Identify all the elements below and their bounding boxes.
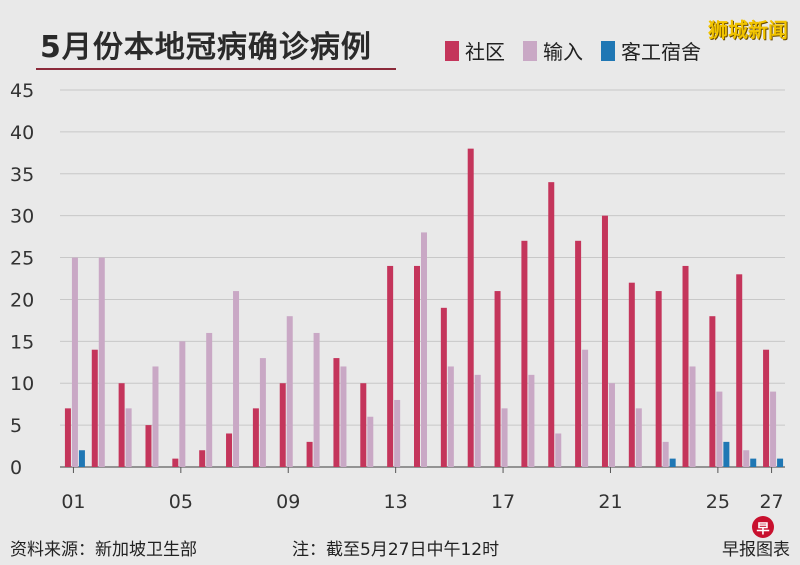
x-tick-label: 27 [759,491,783,513]
bar-dormitory-23 [669,458,676,467]
bar-community-21 [601,215,608,467]
bar-imported-10 [313,332,320,467]
y-tick-label: 15 [10,331,34,353]
bar-imported-05 [179,341,186,467]
bar-community-12 [360,383,367,467]
bar-imported-20 [582,349,589,467]
bar-community-24 [682,265,689,467]
bar-community-14 [414,265,420,467]
bar-community-06 [199,450,206,467]
legend-item-imported: 输入 [523,36,583,65]
bar-imported-06 [206,332,213,467]
footer-note: 注：截至5月27日中午12时 [292,540,500,560]
x-tick-label: 01 [61,491,85,513]
x-tick-label: 13 [384,491,408,513]
y-tick-label: 20 [10,289,34,311]
bar-imported-01 [71,257,78,467]
bar-dormitory-25 [723,441,730,467]
bar-community-07 [226,433,233,467]
y-tick-label: 40 [10,122,34,144]
bar-imported-25 [716,391,723,467]
x-tick-label: 25 [706,491,730,513]
x-tick-label: 17 [491,491,515,513]
bar-community-13 [387,265,394,467]
x-tick-label: 21 [598,491,622,513]
bar-community-25 [709,316,716,467]
bar-imported-03 [125,408,132,467]
x-tick-label: 05 [169,491,193,513]
bar-imported-14 [421,232,427,467]
bar-imported-19 [555,433,562,467]
bar-imported-12 [367,416,374,467]
bar-community-08 [252,408,259,467]
bar-imported-04 [152,366,159,467]
bar-community-01 [64,408,71,467]
bar-community-10 [306,441,313,467]
legend-label-imported: 输入 [543,40,583,64]
bar-imported-13 [394,399,401,467]
x-tick-label: 09 [276,491,300,513]
legend-swatch-community [445,40,459,61]
bar-imported-15 [447,366,454,467]
bar-imported-07 [233,291,240,467]
bar-imported-23 [662,441,669,467]
y-tick-label: 25 [10,248,34,270]
bar-community-15 [440,307,447,467]
y-tick-label: 30 [10,206,34,228]
footer-source: 资料来源：新加坡卫生部 [10,540,197,560]
y-tick-label: 5 [10,415,22,437]
bar-community-18 [521,240,528,467]
bar-dormitory-01 [78,450,85,467]
chart-legend: 社区 输入 客工宿舍 [445,36,701,65]
bar-community-11 [333,358,340,467]
y-tick-label: 45 [10,80,34,102]
bar-community-19 [548,182,555,467]
bar-imported-16 [474,374,481,467]
bar-community-05 [172,458,179,467]
bar-community-17 [494,291,501,467]
y-tick-label: 10 [10,373,34,395]
footer-credit: 早报图表 [722,540,790,560]
legend-swatch-imported [523,40,537,61]
bar-imported-08 [259,358,266,467]
bar-community-26 [736,274,743,467]
bar-imported-27 [770,391,777,467]
brand-watermark: 狮城新闻 [708,18,788,42]
title-underline [36,68,396,70]
bar-imported-17 [501,408,508,467]
bar-imported-11 [340,366,347,467]
bar-imported-24 [689,366,696,467]
legend-item-community: 社区 [445,36,505,65]
bar-imported-02 [98,257,105,467]
legend-label-dormitory: 客工宿舍 [621,40,701,64]
bar-community-03 [118,383,125,467]
bar-community-23 [655,291,662,467]
bar-community-16 [467,148,474,467]
bar-community-22 [628,282,635,467]
legend-swatch-dormitory [601,40,615,61]
bar-imported-22 [635,408,642,467]
bar-community-27 [763,349,770,467]
chart-title: 5月份本地冠病确诊病例 [40,30,372,65]
bar-community-02 [91,349,98,467]
bar-imported-18 [528,374,535,467]
legend-label-community: 社区 [465,40,505,64]
bar-imported-09 [286,316,293,467]
bar-community-09 [279,383,286,467]
bar-community-20 [575,240,582,467]
y-tick-label: 35 [10,164,34,186]
bar-community-04 [145,425,152,467]
y-tick-label: 0 [10,457,22,479]
legend-item-dormitory: 客工宿舍 [601,36,701,65]
bar-imported-26 [743,450,750,467]
bar-imported-21 [608,383,615,467]
bar-dormitory-26 [750,458,757,467]
bar-dormitory-27 [777,458,784,467]
zaobao-logo-icon: 早 [752,516,774,538]
